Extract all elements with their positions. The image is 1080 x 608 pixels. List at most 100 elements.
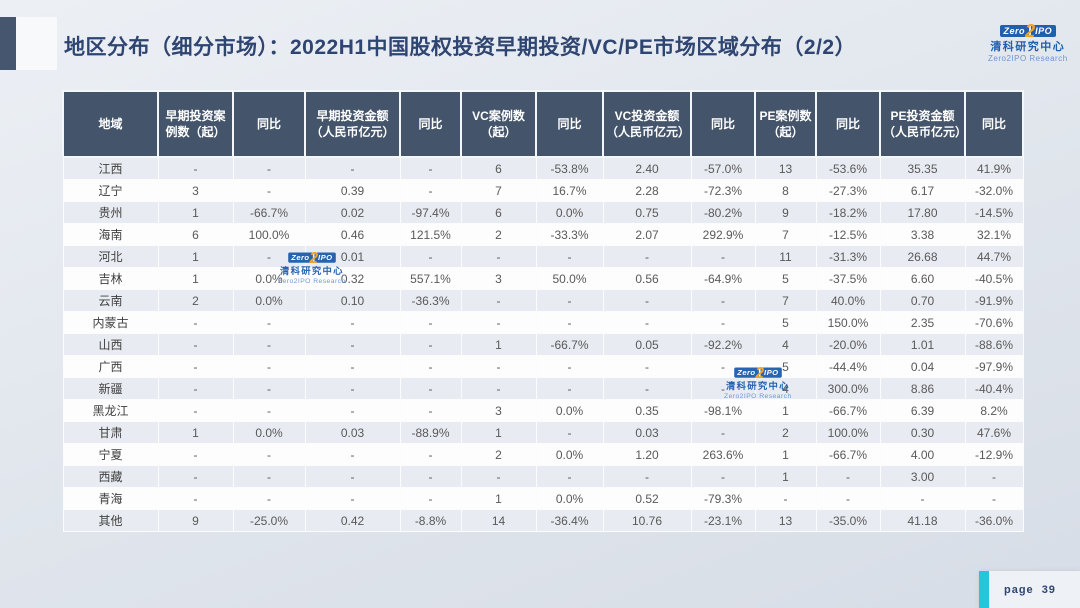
table-row: 新疆 - - - - - - - -4 300.0% 8.86 -40.4% [62,377,1024,400]
value-cell: 3.38 [879,223,966,246]
logo-zero-box: Zero [287,252,313,263]
region-distribution-table-container: 地域 早期投资案例数（起） 同比 早期投资金额（人民币亿元） 同比 VC案例数（起） 同比 V… [62,90,1024,532]
page-number: 39 [1041,583,1056,596]
table-row: 辽宁 3-0.39-7 16.7% 2.28 -72.3% 8 -27.3% 6.17 -32.… [62,179,1024,202]
value-cell: 9 [157,509,234,532]
value-cell: - [304,487,401,510]
page-title: 地区分布（细分市场）：2022H1中国股权投资早期投资/VC/PE市场区域分布（… [64,36,857,59]
value-cell: -31.3% [815,245,881,268]
logo-wordmark: Zero 2 IPO [724,365,792,380]
value-cell: 1 [754,443,817,466]
value-cell: - [232,245,306,268]
value-cell: 6.60 [879,267,966,290]
value-cell: 0.0% [535,443,604,466]
value-cell: -92.2% [690,333,756,356]
value-cell: 1.01 [879,333,966,356]
logo-wordmark: Zero 2 IPO [988,22,1068,40]
value-cell: - [157,465,234,488]
value-cell: -35.0% [815,509,881,532]
value-cell: -37.5% [815,267,881,290]
zero2ipo-logo: Zero 2 IPO 清科研究中心 Zero2IPO Research [988,22,1068,63]
value-cell: - [879,487,966,510]
value-cell: 6 [460,201,537,224]
region-cell: 新疆 [62,377,159,400]
value-cell: 4 [754,377,817,400]
value-cell: 1 [460,487,537,510]
value-cell: - [304,377,401,400]
value-cell: 0.05 [602,333,692,356]
value-cell: - [232,443,306,466]
value-cell: -23.1% [690,509,756,532]
value-cell: 41.18 [879,509,966,532]
value-cell: - [304,311,401,334]
value-cell: 100.0% [815,421,881,444]
header-cell: 同比 [690,90,756,158]
value-cell: - [304,443,401,466]
value-cell: - [232,333,306,356]
value-cell: 1 [460,333,537,356]
value-cell: 1 [754,399,817,422]
value-cell: - [460,377,537,400]
value-cell: - [304,156,401,180]
value-cell: - [232,156,306,180]
header-cell: 早期投资案例数（起） [157,90,234,158]
header-cell: 早期投资金额（人民币亿元） [304,90,401,158]
table-row: 贵州 1 -66.7% 0.02 -97.4% 6 0.0% 0.75 -80.2% 9 -18.2… [62,201,1024,224]
header-cell: 同比 [399,90,462,158]
logo-zero-box: Zero [733,367,759,378]
value-cell: 32.1% [964,223,1024,246]
value-cell: 44.7% [964,245,1024,268]
value-cell: - [815,487,881,510]
region-cell: 内蒙古 [62,311,159,334]
value-cell: 0.03 [602,421,692,444]
logo-two-numeral: 2 [309,249,319,267]
region-cell: 黑龙江 [62,399,159,422]
value-cell: - [535,377,604,400]
value-cell: - [690,289,756,312]
value-cell: -79.3% [690,487,756,510]
header-cell: PE案例数（起） [754,90,817,158]
value-cell: 2.28 [602,179,692,202]
value-cell: - [460,465,537,488]
value-cell: -25.0% [232,509,306,532]
value-cell: 2.40 [602,156,692,180]
value-cell: 100.0% [232,223,306,246]
value-cell: - [602,289,692,312]
region-cell: 河北 [62,245,159,268]
value-cell: -53.6% [815,156,881,180]
value-cell: - [232,377,306,400]
page-indicator-accent-bar [979,571,989,608]
value-cell: 35.35 [879,156,966,180]
value-cell: 0.39 [304,179,401,202]
value-cell: -66.7% [815,443,881,466]
value-cell: 0.04 [879,355,966,378]
value-cell: - [232,487,306,510]
value-cell: 6 [460,156,537,180]
value-cell: - [602,311,692,334]
value-cell: -80.2% [690,201,756,224]
value-cell: -66.7% [232,201,306,224]
value-cell: - [232,311,306,334]
value-cell: - [754,487,817,510]
value-cell: 8 [754,179,817,202]
value-cell: 150.0% [815,311,881,334]
table-row: 甘肃 1 0.0% 0.03 -88.9% 1-0.03-2 100.0% 0.30 47.6% [62,421,1024,444]
value-cell: 0.0% [232,421,306,444]
value-cell: -33.3% [535,223,604,246]
region-cell: 山西 [62,333,159,356]
value-cell: - [399,399,462,422]
value-cell: - [602,355,692,378]
value-cell: - [304,465,401,488]
value-cell: 0.0% [535,399,604,422]
value-cell: 6 [157,223,234,246]
table-row: 西藏 - - - - - - - -1-3.00- [62,465,1024,488]
region-cell: 广西 [62,355,159,378]
value-cell: 40.0% [815,289,881,312]
value-cell: -57.0% [690,156,756,180]
logo-chinese-name: 清科研究中心 [990,41,1066,53]
logo-english-name: Zero2IPO Research [988,53,1068,63]
value-cell: 8.2% [964,399,1024,422]
value-cell: - [157,156,234,180]
value-cell: - [157,377,234,400]
value-cell: 121.5% [399,223,462,246]
